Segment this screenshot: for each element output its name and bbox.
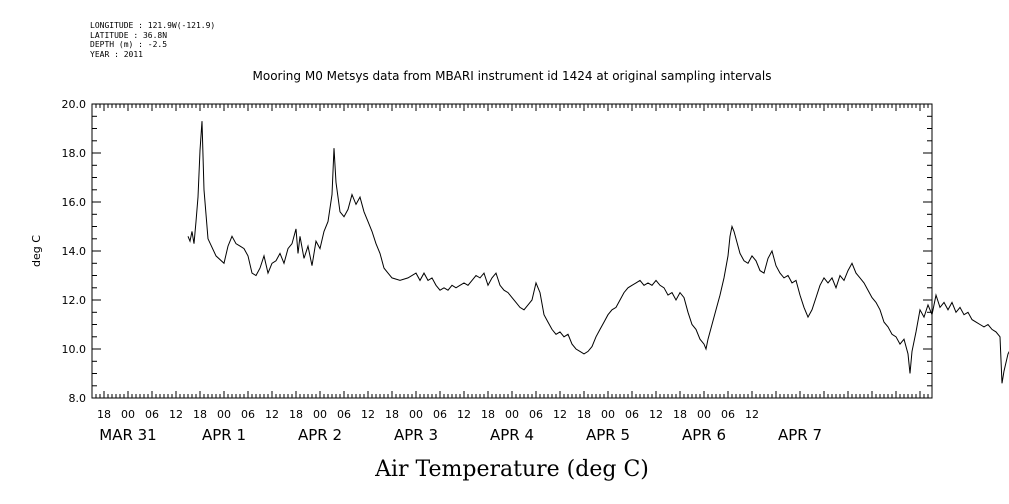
x-tick-label: 18 [481,408,495,421]
x-tick-label: 12 [553,408,567,421]
date-label: APR 1 [202,426,246,444]
x-tick-label: 06 [337,408,351,421]
year-label: YEAR : 2011 [90,49,143,59]
y-tick-label: 12.0 [62,294,87,307]
chart-title: Mooring M0 Metsys data from MBARI instru… [253,69,772,83]
chart-subtitle: Air Temperature (deg C) [374,457,649,482]
depth-label: DEPTH (m) : -2.5 [90,40,168,49]
metadata-block: LONGITUDE : 121.9W(-121.9) LATITUDE : 36… [90,21,215,59]
latitude-label: LATITUDE : 36.8N [90,30,168,40]
y-tick-label: 8.0 [69,392,87,405]
x-tick-label: 12 [457,408,471,421]
date-label: APR 2 [298,426,342,444]
x-tick-label: 06 [625,408,639,421]
y-tick-label: 14.0 [62,245,87,258]
longitude-label: LONGITUDE : 121.9W(-121.9) [90,21,216,30]
x-tick-label: 06 [433,408,447,421]
x-tick-label: 18 [577,408,591,421]
y-axis-label: deg C [30,235,43,267]
date-label: APR 4 [490,426,534,444]
date-label: APR 7 [778,426,822,444]
x-tick-label: 00 [601,408,615,421]
date-label: APR 3 [394,426,438,444]
y-tick-label: 10.0 [62,343,87,356]
y-tick-label: 20.0 [62,98,87,111]
x-tick-label: 00 [409,408,423,421]
date-label: MAR 31 [99,426,156,444]
x-tick-label: 12 [649,408,663,421]
x-tick-label: 18 [97,408,111,421]
date-label: APR 6 [682,426,726,444]
x-tick-label: 12 [265,408,279,421]
x-tick-label: 12 [169,408,183,421]
x-tick-label: 06 [529,408,543,421]
x-tick-label: 00 [313,408,327,421]
x-tick-label: 00 [697,408,711,421]
y-tick-labels: 8.0 10.0 12.0 14.0 16.0 18.0 20.0 [62,98,87,405]
x-tick-label: 18 [193,408,207,421]
air-temperature-line [187,121,1009,384]
date-label: APR 5 [586,426,630,444]
x-tick-label: 00 [217,408,231,421]
x-tick-labels: 18 00 06 12 18 00 06 12 18 00 06 12 18 00 06 12 18 00 06 12… [97,408,759,421]
axis-ticks [92,103,932,399]
plot-frame [91,103,933,399]
y-tick-label: 18.0 [62,147,87,160]
x-tick-label: 18 [385,408,399,421]
x-tick-label: 18 [673,408,687,421]
x-tick-label: 12 [361,408,375,421]
x-tick-label: 18 [289,408,303,421]
date-labels: MAR 31 APR 1 APR 2 APR 3 APR 4 APR 5 APR 6 APR … [99,426,822,444]
y-tick-label: 16.0 [62,196,87,209]
x-tick-label: 00 [121,408,135,421]
x-tick-label: 06 [241,408,255,421]
x-tick-label: 06 [721,408,735,421]
x-tick-label: 12 [745,408,759,421]
x-tick-label: 06 [145,408,159,421]
x-tick-label: 00 [505,408,519,421]
